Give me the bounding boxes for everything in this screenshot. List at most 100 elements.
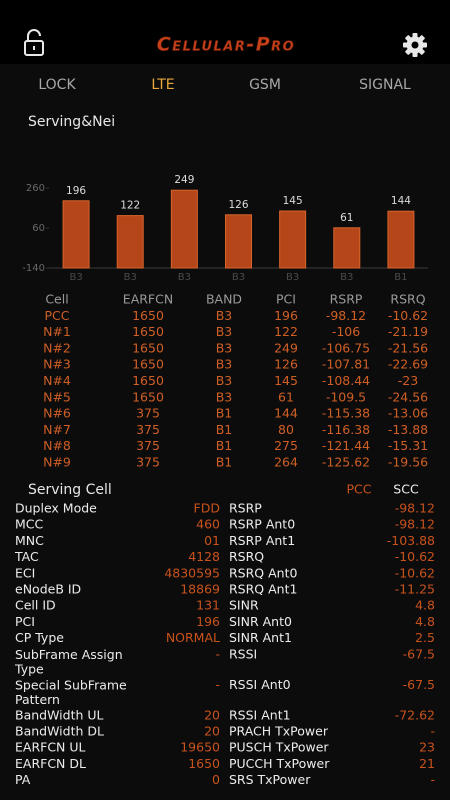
- table-cell: 275: [274, 438, 298, 453]
- table-cell: 61: [278, 389, 294, 404]
- field-value: 01: [204, 533, 220, 548]
- table-cell: -106.75: [322, 340, 370, 355]
- table-cell: -109.5: [326, 389, 366, 404]
- table-cell: -24.56: [388, 389, 428, 404]
- section-title: Serving&Nei: [28, 114, 115, 130]
- value-label: 249: [174, 174, 194, 186]
- table-cell: 1650: [132, 357, 164, 372]
- field-label: SINR: [229, 598, 259, 613]
- field-value: -: [430, 724, 435, 739]
- table-cell: N#2: [43, 340, 71, 355]
- table-header: RSRQ: [390, 292, 425, 307]
- table-cell: N#9: [43, 455, 71, 470]
- table-header: Cell: [45, 292, 68, 307]
- tab[interactable]: LTE: [151, 77, 174, 93]
- x-tick-label: B3: [178, 272, 191, 283]
- table-cell: 249: [274, 340, 298, 355]
- field-value: 4.8: [415, 598, 435, 613]
- table-cell: -15.31: [388, 438, 428, 453]
- field-value: -67.5: [403, 646, 435, 661]
- field-label: ECI: [15, 565, 35, 580]
- field-label: EARFCN DL: [15, 756, 86, 771]
- field-label: BandWidth UL: [15, 707, 104, 722]
- y-tick-label: 60: [32, 223, 45, 234]
- bar: [170, 189, 198, 269]
- field-label: PUSCH TxPower: [229, 740, 329, 755]
- field-value: 131: [196, 598, 220, 613]
- field-label: PRACH TxPower: [229, 724, 329, 739]
- field-value: FDD: [194, 501, 220, 516]
- field-label: RSSI Ant1: [229, 707, 291, 722]
- table-header: RSRP: [330, 292, 363, 307]
- field-label: RSRQ: [229, 549, 264, 564]
- table-cell: 1650: [132, 340, 164, 355]
- tab[interactable]: GSM: [249, 77, 281, 93]
- field-value: 1650: [188, 756, 220, 771]
- x-tick-label: B3: [69, 272, 82, 283]
- table-cell: N#3: [43, 357, 71, 372]
- table-cell: B1: [216, 406, 233, 421]
- table-cell: -106: [332, 324, 360, 339]
- field-value: -98.12: [395, 517, 435, 532]
- table-cell: B3: [216, 357, 233, 372]
- field-label: PA: [15, 772, 31, 787]
- table-cell: N#4: [43, 373, 71, 388]
- table-cell: B3: [216, 324, 233, 339]
- table-cell: PCC: [45, 308, 70, 323]
- field-label: SINR Ant1: [229, 630, 292, 645]
- field-value: 23: [419, 740, 435, 755]
- column-header: SCC: [393, 482, 419, 497]
- table-cell: 144: [274, 406, 298, 421]
- field-label: TAC: [14, 549, 39, 564]
- lock-icon[interactable]: [24, 29, 44, 56]
- table-cell: 80: [278, 422, 294, 437]
- value-label: 144: [391, 195, 411, 207]
- field-value: 196: [196, 614, 220, 629]
- table-cell: -115.38: [322, 406, 370, 421]
- table-cell: 375: [136, 438, 160, 453]
- x-tick-label: B3: [286, 272, 299, 283]
- field-value: 4.8: [415, 614, 435, 629]
- table-cell: -108.44: [322, 373, 370, 388]
- field-value: 4830595: [164, 565, 220, 580]
- table-cell: -21.19: [388, 324, 428, 339]
- field-value: -103.88: [387, 533, 435, 548]
- value-label: 145: [283, 195, 303, 207]
- field-label: RSRP Ant0: [229, 517, 295, 532]
- field-value: NORMAL: [166, 630, 220, 645]
- field-value: 18869: [180, 582, 220, 597]
- table-cell: 1650: [132, 308, 164, 323]
- settings-icon[interactable]: [403, 33, 427, 57]
- field-label: SINR Ant0: [229, 614, 292, 629]
- table-cell: 1650: [132, 373, 164, 388]
- x-tick-label: B3: [124, 272, 137, 283]
- x-tick-label: B3: [340, 272, 353, 283]
- table-cell: -13.06: [388, 406, 428, 421]
- table-cell: -121.44: [322, 438, 370, 453]
- table-cell: B3: [216, 340, 233, 355]
- table-header: PCI: [276, 292, 296, 307]
- value-label: 61: [340, 212, 353, 224]
- bar: [62, 200, 90, 269]
- table-cell: N#1: [43, 324, 71, 339]
- table-cell: 375: [136, 406, 160, 421]
- tab[interactable]: LOCK: [38, 77, 76, 93]
- field-label: EARFCN UL: [15, 740, 86, 755]
- table-cell: -107.81: [322, 357, 370, 372]
- table-cell: 375: [136, 455, 160, 470]
- field-value: 20: [204, 707, 220, 722]
- tab[interactable]: SIGNAL: [359, 77, 411, 93]
- table-cell: 1650: [132, 389, 164, 404]
- app-title: Cellular-Pro: [157, 34, 295, 56]
- field-label: RSRQ Ant1: [229, 582, 297, 597]
- field-label: RSSI: [229, 646, 257, 661]
- field-label: PCI: [15, 614, 35, 629]
- table-cell: 122: [274, 324, 298, 339]
- table-cell: -19.56: [388, 455, 428, 470]
- table-cell: -125.62: [322, 455, 370, 470]
- table-cell: 1650: [132, 324, 164, 339]
- app-bar: [0, 0, 450, 64]
- field-value: 19650: [180, 740, 220, 755]
- y-tick-label: 260: [26, 183, 45, 194]
